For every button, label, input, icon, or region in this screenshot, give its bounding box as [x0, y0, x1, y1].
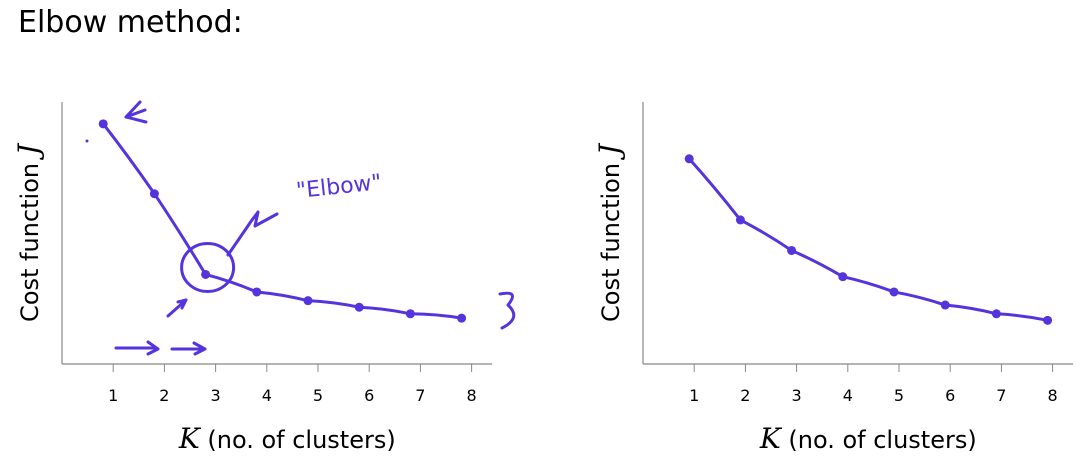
page-title: Elbow method:	[18, 5, 243, 40]
x-tick-label: 8	[1048, 386, 1058, 405]
right-arrow-annotation-2	[170, 341, 207, 356]
x-axis-label: K (no. of clusters)	[178, 422, 396, 455]
elbow-circle-annotation	[180, 241, 236, 293]
y-axis-label: Cost function J	[593, 142, 626, 322]
x-axis-text: (no. of clusters)	[200, 426, 396, 454]
series-line	[687, 157, 1050, 322]
three-squiggle-annotation	[498, 291, 516, 330]
x-tick-label: 4	[262, 386, 272, 405]
x-axis-variable: K	[759, 422, 783, 455]
x-tick-label: 6	[945, 386, 955, 405]
data-point	[457, 313, 467, 323]
data-point	[149, 189, 159, 199]
data-point	[252, 287, 262, 297]
data-point	[201, 269, 211, 279]
data-point	[405, 309, 415, 319]
y-axis-variable: J	[12, 142, 45, 160]
data-point	[1043, 315, 1053, 325]
data-point	[787, 245, 797, 255]
elbow-label: "Elbow"	[295, 170, 383, 204]
x-tick-label: 7	[415, 386, 425, 405]
stray-dot	[85, 139, 89, 143]
y-axis-text: Cost function	[16, 155, 44, 322]
data-point	[940, 300, 950, 310]
y-axis-label: Cost function J	[12, 142, 45, 322]
data-point	[354, 302, 364, 312]
data-point	[98, 119, 108, 129]
data-point	[684, 154, 694, 164]
pointer-arrow-annotation	[166, 298, 188, 318]
series-line	[101, 122, 464, 320]
top-arrow-annotation	[124, 100, 148, 124]
x-tick-label: 1	[108, 386, 118, 405]
x-tick-label: 5	[894, 386, 904, 405]
elbow-squiggle-annotation	[226, 210, 279, 257]
x-tick-label: 3	[792, 386, 802, 405]
x-axis-variable: K	[178, 422, 202, 455]
x-tick-label: 2	[740, 386, 750, 405]
x-tick-label: 3	[211, 386, 221, 405]
data-point	[991, 309, 1001, 319]
right-arrow-annotation-1	[114, 340, 160, 356]
y-axis-text: Cost function	[597, 155, 625, 322]
x-axis-label: K (no. of clusters)	[759, 422, 977, 455]
x-tick-label: 1	[689, 386, 699, 405]
left-hand-annotations	[114, 100, 516, 356]
data-point	[889, 287, 899, 297]
data-point	[838, 272, 848, 282]
x-tick-label: 8	[467, 386, 477, 405]
x-tick-label: 2	[159, 386, 169, 405]
x-tick-label: 6	[364, 386, 374, 405]
data-point	[303, 296, 313, 306]
x-tick-label: 7	[996, 386, 1006, 405]
data-point	[735, 215, 745, 225]
x-axis-text: (no. of clusters)	[781, 426, 977, 454]
y-axis-variable: J	[593, 142, 626, 160]
x-tick-label: 4	[843, 386, 853, 405]
x-tick-label: 5	[313, 386, 323, 405]
